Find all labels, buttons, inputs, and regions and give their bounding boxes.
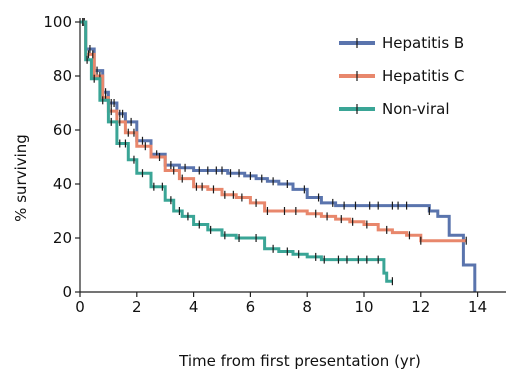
y-tick-label: 60 bbox=[53, 121, 72, 139]
legend: Hepatitis B Hepatitis C Non-viral bbox=[339, 34, 464, 118]
series-curves bbox=[80, 18, 477, 292]
y-ticks: 0 20 40 60 80 100 bbox=[43, 13, 80, 301]
x-axis-label: Time from first presentation (yr) bbox=[178, 352, 421, 370]
x-tick-label: 12 bbox=[411, 298, 430, 316]
x-tick-label: 0 bbox=[75, 298, 85, 316]
y-axis-label: % surviving bbox=[12, 134, 30, 222]
x-tick-label: 8 bbox=[302, 298, 312, 316]
y-tick-label: 80 bbox=[53, 67, 72, 85]
hepatitis-c-legend-label: Hepatitis C bbox=[382, 67, 464, 85]
hepatitis-b-curve bbox=[80, 20, 477, 292]
axes bbox=[79, 18, 506, 293]
x-tick-label: 14 bbox=[468, 298, 487, 316]
x-tick-label: 10 bbox=[354, 298, 373, 316]
non-viral-legend-label: Non-viral bbox=[382, 100, 450, 118]
x-tick-label: 6 bbox=[246, 298, 256, 316]
hepatitis-b-legend-label: Hepatitis B bbox=[382, 34, 464, 52]
y-tick-label: 20 bbox=[53, 229, 72, 247]
x-ticks: 0 2 4 6 8 10 12 14 bbox=[75, 292, 487, 316]
hepatitis-c-curve bbox=[80, 20, 467, 243]
y-tick-label: 100 bbox=[43, 13, 72, 31]
y-tick-label: 0 bbox=[62, 283, 72, 301]
x-tick-label: 4 bbox=[189, 298, 199, 316]
non-viral-curve bbox=[80, 20, 393, 283]
x-tick-label: 2 bbox=[132, 298, 142, 316]
y-tick-label: 40 bbox=[53, 175, 72, 193]
